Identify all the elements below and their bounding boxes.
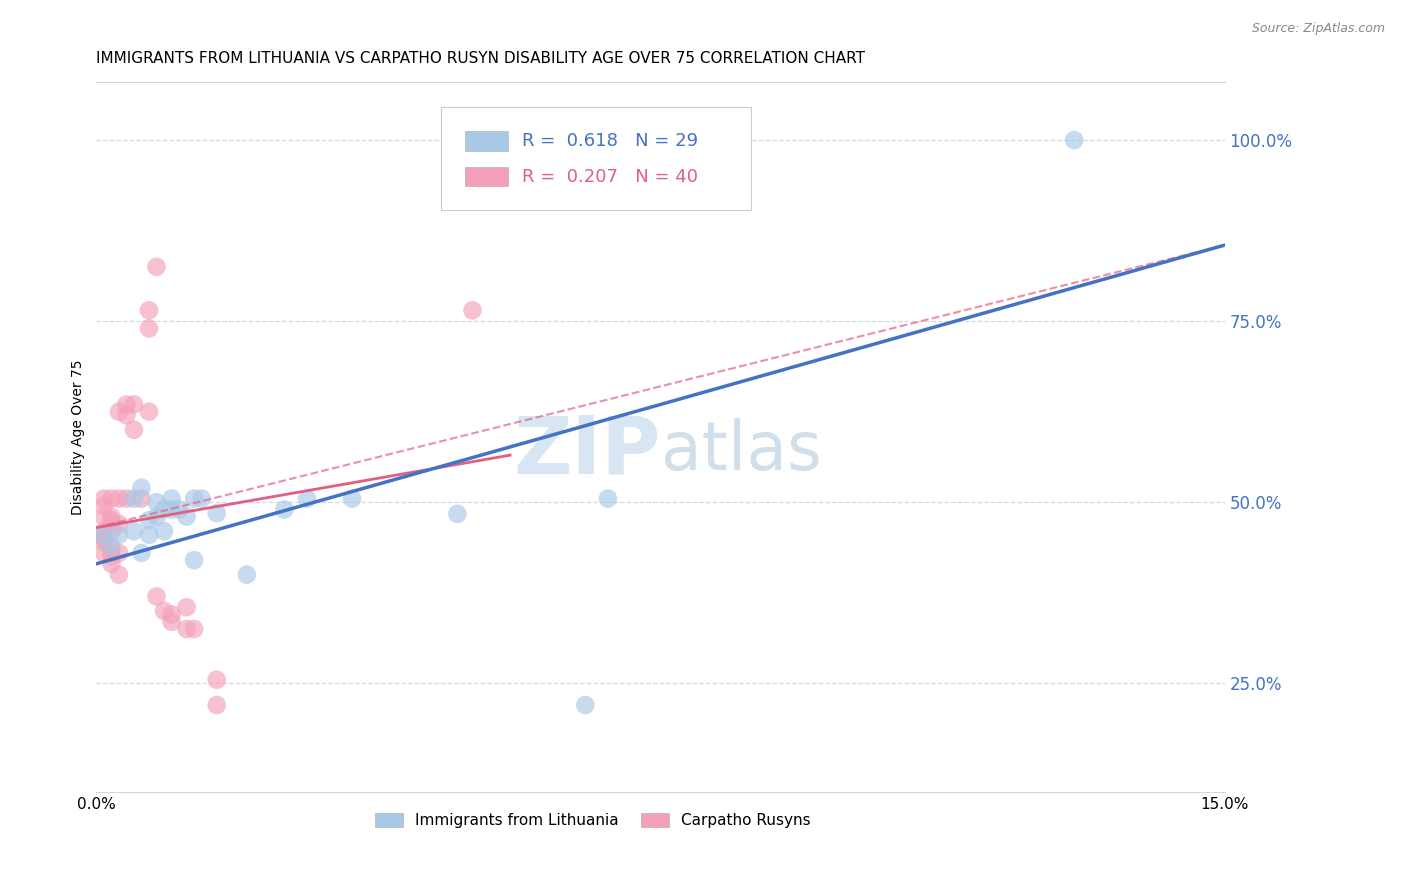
Point bbox=[461, 303, 484, 318]
Point bbox=[100, 491, 122, 506]
Point bbox=[167, 502, 190, 516]
Point bbox=[190, 491, 212, 506]
Point bbox=[115, 397, 138, 411]
Point bbox=[122, 397, 145, 411]
FancyBboxPatch shape bbox=[440, 107, 751, 210]
Point bbox=[160, 502, 183, 516]
Legend: Immigrants from Lithuania, Carpatho Rusyns: Immigrants from Lithuania, Carpatho Rusy… bbox=[368, 806, 817, 834]
Point bbox=[1063, 133, 1085, 147]
Point bbox=[108, 567, 131, 582]
Point bbox=[273, 502, 295, 516]
Point bbox=[236, 567, 259, 582]
Point bbox=[100, 549, 122, 564]
Point bbox=[122, 524, 145, 539]
Point bbox=[115, 409, 138, 423]
Point bbox=[145, 260, 167, 274]
Point bbox=[108, 516, 131, 531]
Point bbox=[100, 539, 122, 553]
Point bbox=[183, 553, 205, 567]
Point bbox=[100, 524, 122, 539]
Point bbox=[93, 532, 115, 546]
Point bbox=[145, 590, 167, 604]
Text: R =  0.618   N = 29: R = 0.618 N = 29 bbox=[522, 132, 697, 150]
Point bbox=[93, 528, 115, 542]
Text: R =  0.207   N = 40: R = 0.207 N = 40 bbox=[522, 168, 697, 186]
Point bbox=[295, 491, 318, 506]
Point bbox=[176, 600, 198, 615]
Point bbox=[145, 509, 167, 524]
Point bbox=[131, 546, 153, 560]
Point bbox=[138, 303, 160, 318]
Point bbox=[153, 502, 176, 516]
Bar bbox=[465, 131, 508, 151]
Point bbox=[153, 604, 176, 618]
Point bbox=[108, 405, 131, 419]
Point bbox=[100, 509, 122, 524]
Text: Source: ZipAtlas.com: Source: ZipAtlas.com bbox=[1251, 22, 1385, 36]
Point bbox=[93, 499, 115, 513]
Bar bbox=[465, 167, 508, 186]
Point bbox=[108, 528, 131, 542]
Point bbox=[340, 491, 363, 506]
Point bbox=[138, 405, 160, 419]
Point bbox=[176, 622, 198, 636]
Y-axis label: Disability Age Over 75: Disability Age Over 75 bbox=[72, 359, 86, 515]
Point bbox=[122, 423, 145, 437]
Point bbox=[93, 491, 115, 506]
Point bbox=[131, 491, 153, 506]
Point bbox=[100, 542, 122, 557]
Point bbox=[205, 673, 228, 687]
Text: atlas: atlas bbox=[661, 418, 821, 484]
Point bbox=[145, 495, 167, 509]
Point bbox=[138, 321, 160, 335]
Point bbox=[93, 524, 115, 539]
Point bbox=[138, 528, 160, 542]
Point bbox=[93, 509, 115, 524]
Point bbox=[176, 509, 198, 524]
Point bbox=[160, 491, 183, 506]
Point bbox=[100, 557, 122, 571]
Point bbox=[183, 622, 205, 636]
Point bbox=[205, 698, 228, 712]
Point bbox=[93, 535, 115, 549]
Point bbox=[160, 607, 183, 622]
Point bbox=[183, 491, 205, 506]
Point bbox=[205, 506, 228, 520]
Point bbox=[596, 491, 619, 506]
Point bbox=[108, 491, 131, 506]
Point bbox=[138, 513, 160, 527]
Text: ZIP: ZIP bbox=[513, 412, 661, 491]
Text: IMMIGRANTS FROM LITHUANIA VS CARPATHO RUSYN DISABILITY AGE OVER 75 CORRELATION C: IMMIGRANTS FROM LITHUANIA VS CARPATHO RU… bbox=[97, 51, 865, 66]
Point bbox=[93, 546, 115, 560]
Point bbox=[122, 491, 145, 506]
Point bbox=[108, 546, 131, 560]
Point bbox=[131, 481, 153, 495]
Point bbox=[153, 524, 176, 539]
Point bbox=[446, 507, 468, 521]
Point bbox=[115, 491, 138, 506]
Point bbox=[100, 513, 122, 527]
Point bbox=[574, 698, 596, 712]
Point bbox=[160, 615, 183, 629]
Point bbox=[93, 528, 115, 542]
